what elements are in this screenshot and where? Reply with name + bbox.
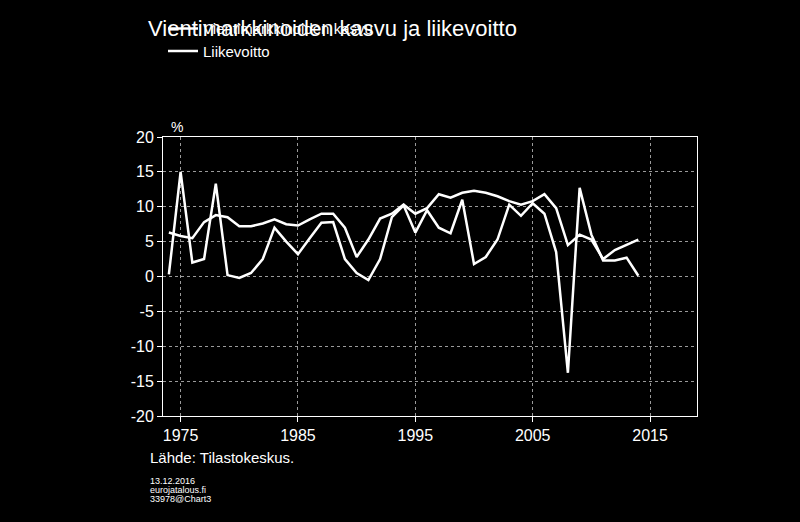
svg-text:2015: 2015 bbox=[632, 427, 668, 444]
svg-text:1985: 1985 bbox=[280, 427, 316, 444]
svg-text:0: 0 bbox=[145, 268, 154, 285]
svg-text:Vientimarkkinoiden kasvu ja li: Vientimarkkinoiden kasvu ja liikevoitto bbox=[148, 16, 517, 41]
svg-text:-20: -20 bbox=[131, 408, 154, 425]
svg-text:20: 20 bbox=[136, 129, 154, 146]
svg-text:1995: 1995 bbox=[398, 427, 434, 444]
svg-text:Lähde: Tilastokeskus.: Lähde: Tilastokeskus. bbox=[150, 449, 294, 466]
svg-text:2005: 2005 bbox=[515, 427, 551, 444]
svg-text:10: 10 bbox=[136, 198, 154, 215]
svg-text:33978@Chart3: 33978@Chart3 bbox=[150, 494, 211, 504]
svg-text:Liikevoitto: Liikevoitto bbox=[203, 43, 270, 60]
svg-text:5: 5 bbox=[145, 233, 154, 250]
svg-text:eurojatalous.fi: eurojatalous.fi bbox=[150, 485, 206, 495]
svg-text:-15: -15 bbox=[131, 373, 154, 390]
svg-text:1975: 1975 bbox=[163, 427, 199, 444]
svg-text:%: % bbox=[171, 119, 183, 135]
svg-text:-10: -10 bbox=[131, 338, 154, 355]
svg-text:13.12.2016: 13.12.2016 bbox=[150, 476, 195, 486]
svg-text:Vientimarkkinoiden kasvu: Vientimarkkinoiden kasvu bbox=[203, 20, 373, 37]
svg-text:15: 15 bbox=[136, 163, 154, 180]
svg-text:-5: -5 bbox=[140, 303, 154, 320]
